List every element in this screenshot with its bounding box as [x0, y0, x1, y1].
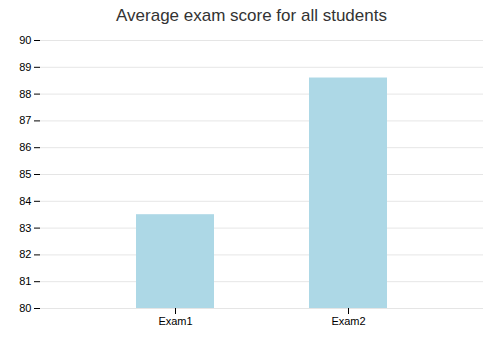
svg-text:88: 88: [19, 88, 31, 100]
svg-text:80: 80: [19, 302, 31, 314]
svg-text:83: 83: [19, 222, 31, 234]
svg-text:Exam1: Exam1: [158, 315, 192, 327]
svg-text:87: 87: [19, 114, 31, 126]
html-text:Average exam score for all stu: Average exam score for all students: [116, 6, 387, 25]
svg-text:85: 85: [19, 168, 31, 180]
svg-text:81: 81: [19, 275, 31, 287]
svg-text:Exam2: Exam2: [331, 315, 365, 327]
svg-text:84: 84: [19, 195, 31, 207]
svg-text:89: 89: [19, 61, 31, 73]
svg-text:86: 86: [19, 141, 31, 153]
svg-text:90: 90: [19, 34, 31, 46]
svg-text:82: 82: [19, 248, 31, 260]
